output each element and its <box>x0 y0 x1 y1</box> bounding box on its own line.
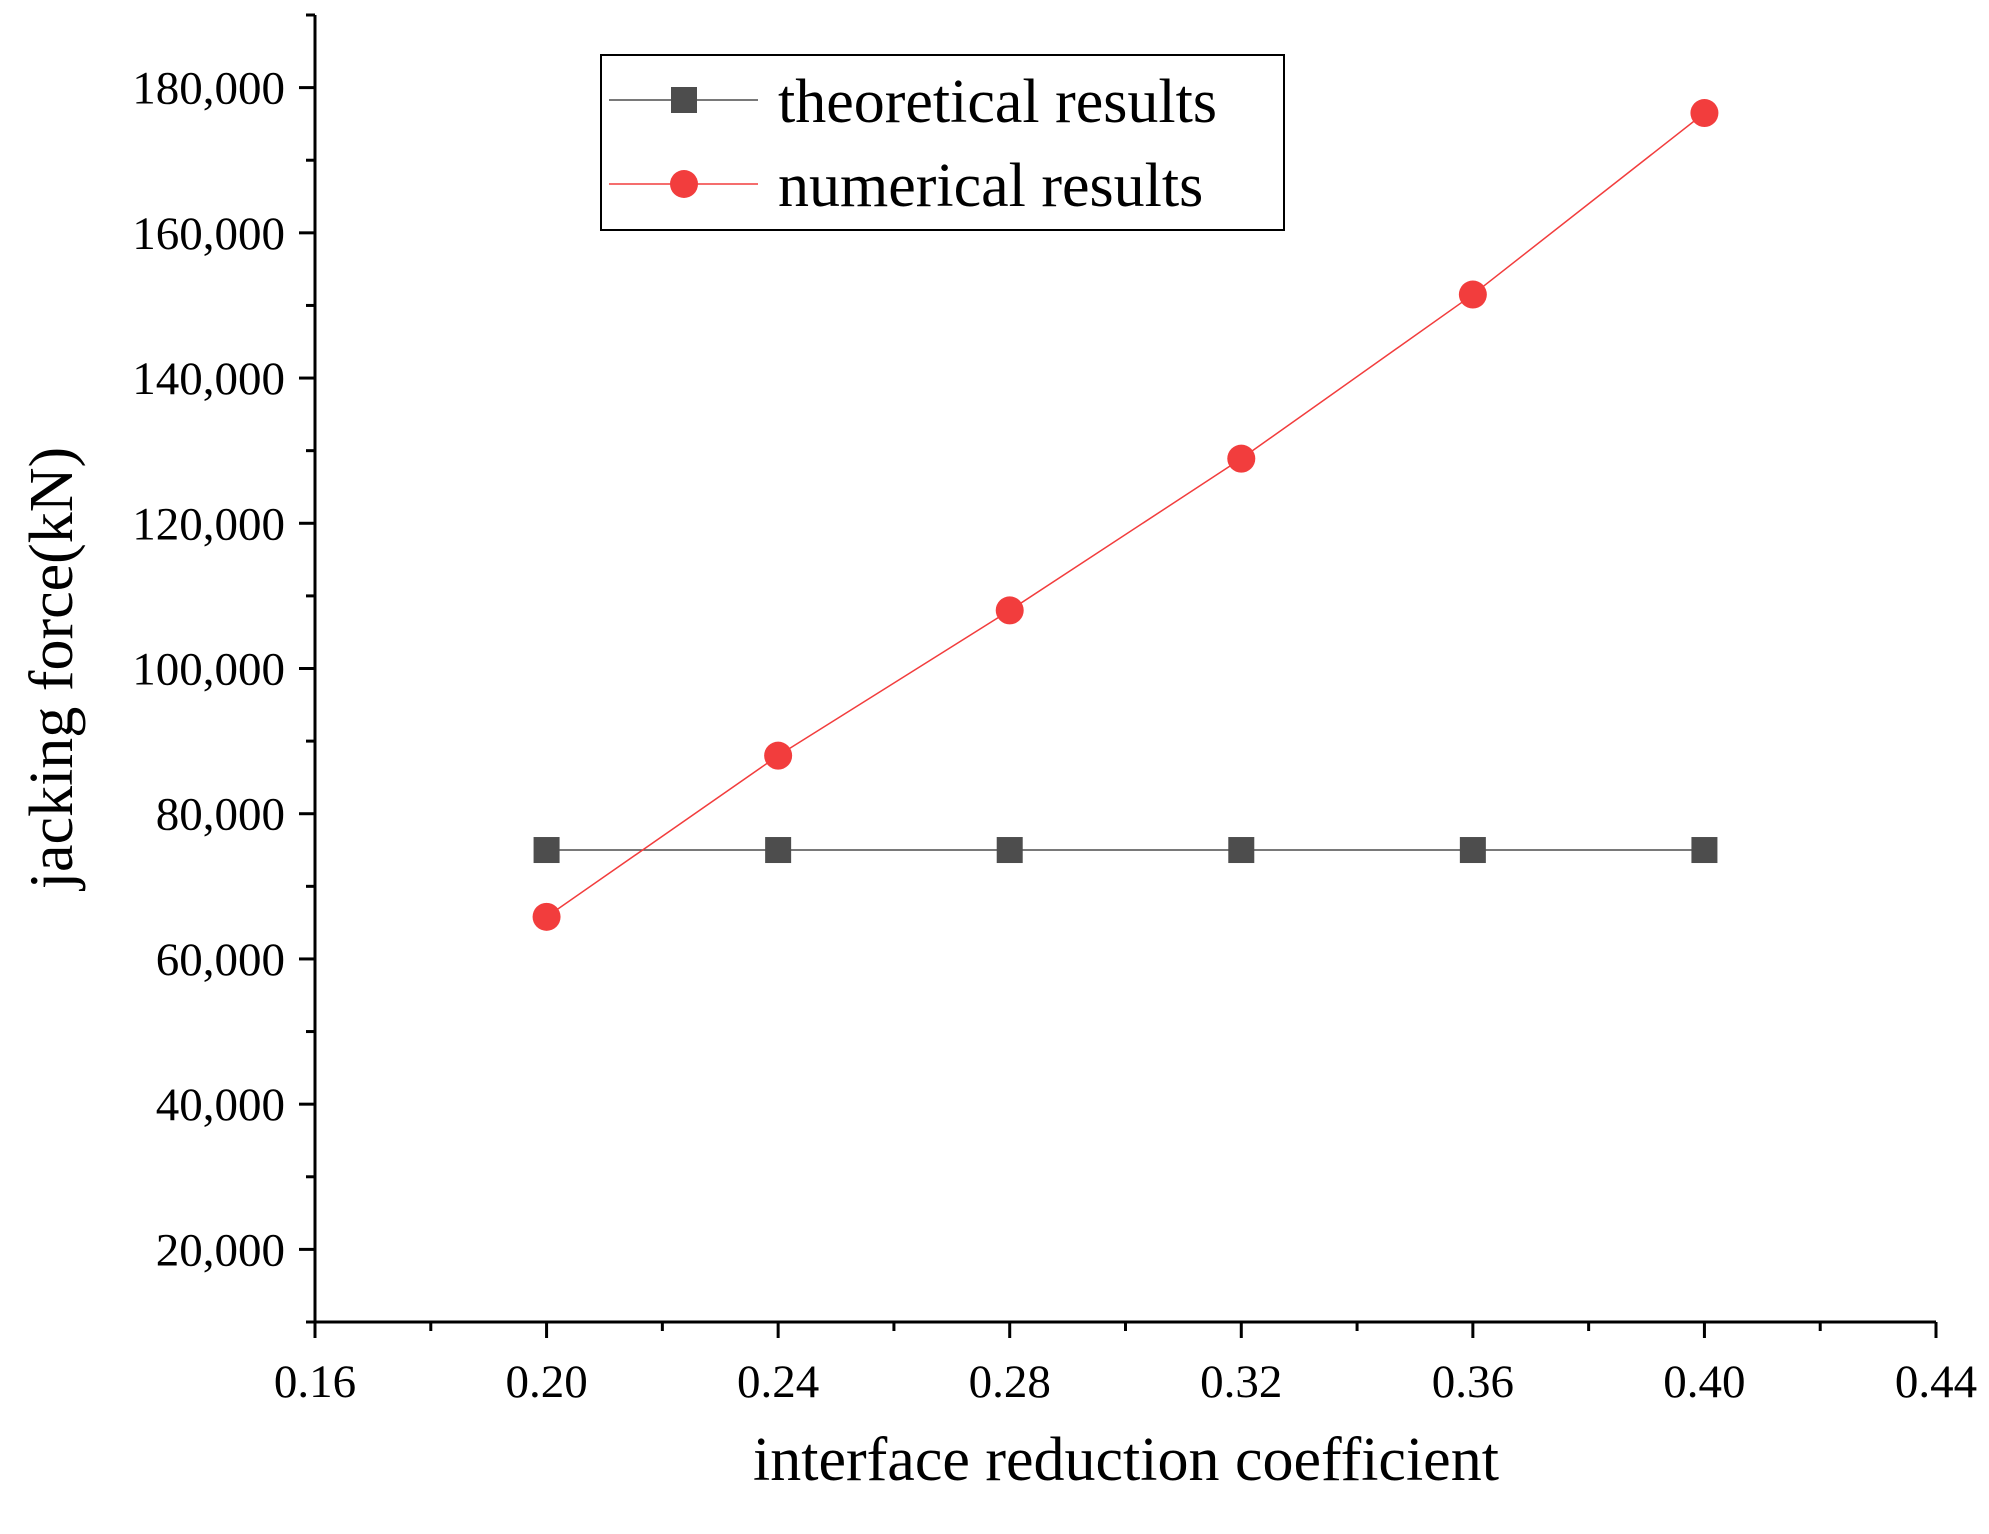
legend: theoretical results numerical results <box>600 54 1285 231</box>
y-tick-label: 180,000 <box>132 63 285 115</box>
y-tick-label: 140,000 <box>132 353 285 405</box>
y-tick-label: 80,000 <box>156 789 285 841</box>
y-axis-title: jacking force(kN) <box>18 447 86 891</box>
x-tick-label: 0.36 <box>1432 1356 1514 1408</box>
x-tick-label: 0.28 <box>969 1356 1051 1408</box>
series-layer <box>532 99 1719 931</box>
data-point-theoretical-results <box>1459 837 1486 864</box>
y-tick-label: 60,000 <box>156 934 285 986</box>
series-theoretical-results <box>533 837 1718 864</box>
data-point-numerical-results <box>764 741 793 770</box>
x-tick-label: 0.24 <box>737 1356 819 1408</box>
y-tick-label: 160,000 <box>132 208 285 260</box>
x-tick-label: 0.44 <box>1895 1356 1977 1408</box>
legend-marker-theoretical <box>671 87 697 113</box>
data-point-theoretical-results <box>996 837 1023 864</box>
legend-label-theoretical: theoretical results <box>778 68 1217 136</box>
y-axis-ticks: 20,000 40,000 60,000 80,000 100,000 120,000 14… <box>132 13 315 1324</box>
data-point-theoretical-results <box>533 837 560 864</box>
y-tick-label: 100,000 <box>132 644 285 696</box>
data-point-theoretical-results <box>1691 837 1718 864</box>
data-point-theoretical-results <box>765 837 792 864</box>
x-tick-label: 0.32 <box>1200 1356 1282 1408</box>
x-axis-title: interface reduction coefficient <box>753 1426 1499 1494</box>
x-axis-ticks: 0.16 0.20 0.24 0.28 0.32 0.36 0.40 0.44 <box>274 1322 1977 1408</box>
data-point-numerical-results <box>1690 99 1719 128</box>
series-line-numerical-results <box>546 112 1705 918</box>
legend-box <box>600 54 1285 231</box>
data-point-numerical-results <box>1227 444 1256 473</box>
y-tick-label: 20,000 <box>156 1224 285 1276</box>
x-tick-label: 0.40 <box>1663 1356 1745 1408</box>
data-point-numerical-results <box>995 596 1024 625</box>
legend-label-numerical: numerical results <box>778 152 1203 220</box>
data-point-numerical-results <box>532 902 561 931</box>
x-tick-label: 0.20 <box>505 1356 587 1408</box>
data-point-numerical-results <box>1458 280 1487 309</box>
data-point-theoretical-results <box>1228 837 1255 864</box>
series-numerical-results <box>532 99 1719 931</box>
legend-marker-numerical <box>670 170 698 198</box>
y-tick-label: 40,000 <box>156 1079 285 1131</box>
x-tick-label: 0.16 <box>274 1356 356 1408</box>
y-tick-label: 120,000 <box>132 498 285 550</box>
